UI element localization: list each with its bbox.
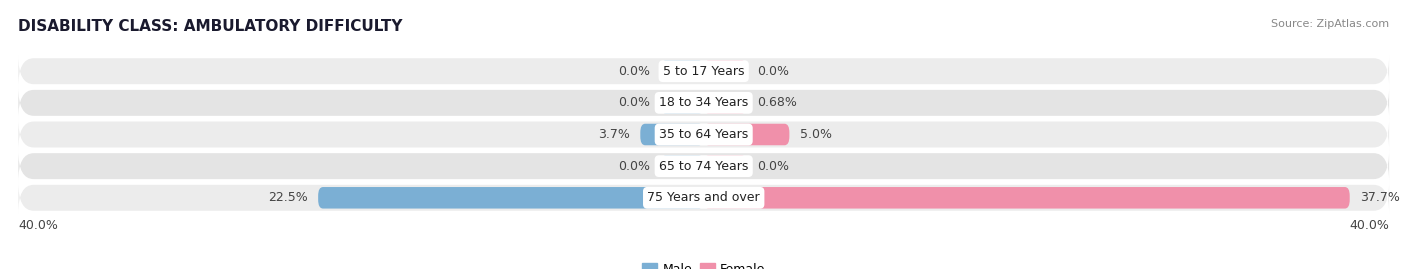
FancyBboxPatch shape [318, 187, 704, 208]
Text: 65 to 74 Years: 65 to 74 Years [659, 160, 748, 173]
FancyBboxPatch shape [18, 56, 1389, 87]
Text: 0.0%: 0.0% [619, 160, 651, 173]
FancyBboxPatch shape [704, 92, 747, 114]
Text: 0.68%: 0.68% [756, 96, 797, 109]
FancyBboxPatch shape [704, 124, 789, 145]
FancyBboxPatch shape [661, 155, 704, 177]
Text: 75 Years and over: 75 Years and over [647, 191, 761, 204]
Text: 37.7%: 37.7% [1360, 191, 1400, 204]
Text: 0.0%: 0.0% [756, 160, 789, 173]
FancyBboxPatch shape [18, 182, 1389, 213]
Text: 0.0%: 0.0% [619, 65, 651, 78]
Text: 5 to 17 Years: 5 to 17 Years [664, 65, 744, 78]
FancyBboxPatch shape [640, 124, 704, 145]
Legend: Male, Female: Male, Female [643, 263, 765, 269]
Text: 0.0%: 0.0% [756, 65, 789, 78]
Text: 22.5%: 22.5% [269, 191, 308, 204]
Text: Source: ZipAtlas.com: Source: ZipAtlas.com [1271, 19, 1389, 29]
FancyBboxPatch shape [704, 61, 747, 82]
FancyBboxPatch shape [704, 155, 747, 177]
FancyBboxPatch shape [18, 151, 1389, 182]
Text: 0.0%: 0.0% [619, 96, 651, 109]
Text: 5.0%: 5.0% [800, 128, 832, 141]
FancyBboxPatch shape [704, 187, 1350, 208]
Text: 40.0%: 40.0% [1350, 219, 1389, 232]
Text: 18 to 34 Years: 18 to 34 Years [659, 96, 748, 109]
Text: 35 to 64 Years: 35 to 64 Years [659, 128, 748, 141]
FancyBboxPatch shape [661, 61, 704, 82]
FancyBboxPatch shape [18, 119, 1389, 150]
FancyBboxPatch shape [661, 92, 704, 114]
Text: 40.0%: 40.0% [18, 219, 58, 232]
Text: DISABILITY CLASS: AMBULATORY DIFFICULTY: DISABILITY CLASS: AMBULATORY DIFFICULTY [18, 19, 402, 34]
Text: 3.7%: 3.7% [598, 128, 630, 141]
FancyBboxPatch shape [18, 87, 1389, 118]
